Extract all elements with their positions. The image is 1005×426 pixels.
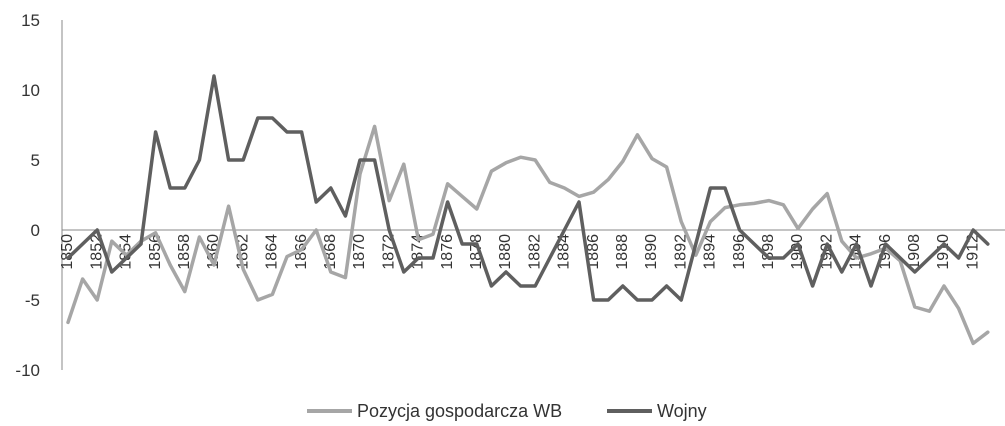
y-tick-label: -5	[25, 291, 40, 310]
y-tick-label: 15	[21, 11, 40, 30]
legend-label: Wojny	[657, 401, 707, 421]
y-tick-label: 10	[21, 81, 40, 100]
series-layer	[66, 74, 990, 346]
x-tick-label: 1892	[672, 234, 689, 270]
y-tick-label: -10	[15, 361, 40, 380]
x-tick-label: 1890	[643, 234, 660, 270]
x-tick-label: 1864	[264, 234, 281, 270]
x-tick-label: 1856	[147, 234, 164, 270]
x-tick-label: 1884	[556, 234, 573, 270]
legend: Pozycja gospodarcza WB Wojny	[307, 401, 707, 421]
x-tick-label: 1910	[935, 234, 952, 270]
x-tick-label: 1896	[731, 234, 748, 270]
x-tick-label: 1870	[351, 234, 368, 270]
x-tick-label: 1882	[526, 234, 543, 270]
series-line-wojny	[66, 74, 990, 302]
x-tick-label: 1894	[702, 234, 719, 270]
series-line-pozycja-gospodarcza-wb	[66, 124, 990, 346]
x-tick-label: 1912	[964, 234, 981, 270]
x-tick-label: 1898	[760, 234, 777, 270]
y-tick-label: 5	[31, 151, 40, 170]
x-tick-label: 1876	[439, 234, 456, 270]
x-tick-label: 1880	[497, 234, 514, 270]
y-axis: 15 10 5 0 -5 -10	[15, 11, 63, 380]
x-tick-label: 1888	[614, 234, 631, 270]
x-tick-label: 1858	[176, 234, 193, 270]
x-tick-label: 1852	[88, 234, 105, 270]
x-tick-label: 1850	[59, 234, 76, 270]
x-tick-label: 1872	[380, 234, 397, 270]
y-tick-label: 0	[31, 221, 40, 240]
legend-label: Pozycja gospodarcza WB	[357, 401, 562, 421]
x-tick-label: 1908	[906, 234, 923, 270]
